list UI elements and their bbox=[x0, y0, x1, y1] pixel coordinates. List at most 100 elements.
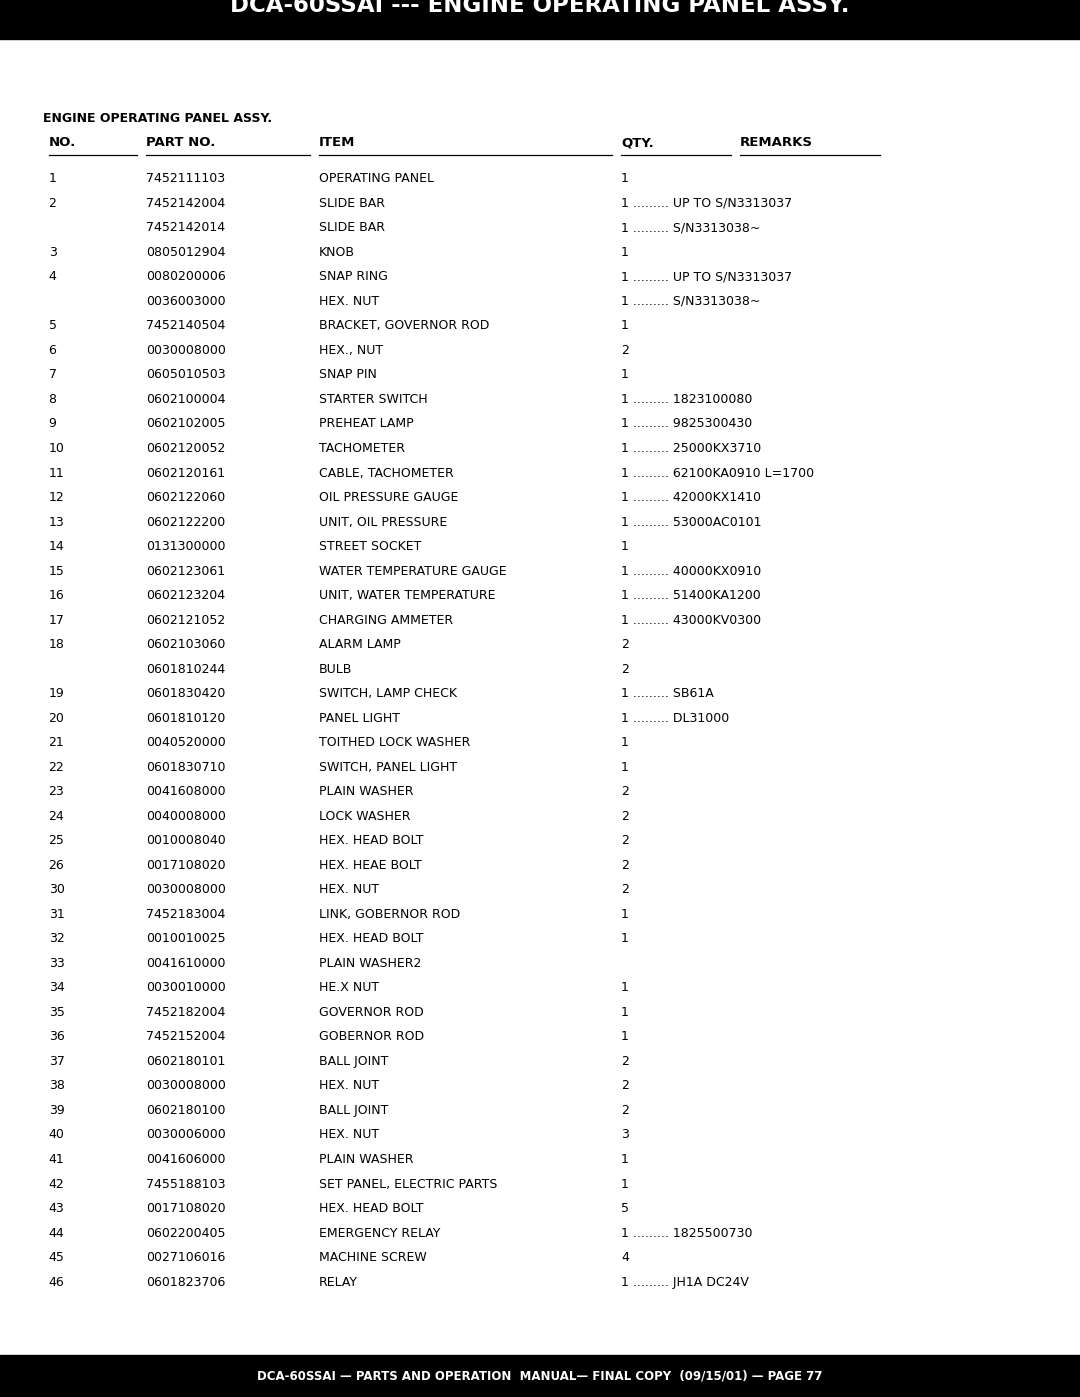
Text: 1: 1 bbox=[621, 932, 629, 946]
Text: 2: 2 bbox=[621, 785, 629, 798]
Text: 0602123204: 0602123204 bbox=[146, 590, 225, 602]
Text: 7452111103: 7452111103 bbox=[146, 172, 225, 186]
Text: 1 ......... 1825500730: 1 ......... 1825500730 bbox=[621, 1227, 753, 1239]
Text: 0030008000: 0030008000 bbox=[146, 883, 226, 897]
Text: 8: 8 bbox=[49, 393, 56, 407]
Text: SET PANEL, ELECTRIC PARTS: SET PANEL, ELECTRIC PARTS bbox=[319, 1178, 497, 1190]
Text: 36: 36 bbox=[49, 1031, 65, 1044]
Text: 1 ......... 51400KA1200: 1 ......... 51400KA1200 bbox=[621, 590, 760, 602]
Text: 42: 42 bbox=[49, 1178, 65, 1190]
Text: 2: 2 bbox=[621, 1104, 629, 1118]
Text: 1 ......... JH1A DC24V: 1 ......... JH1A DC24V bbox=[621, 1275, 748, 1288]
Text: 2: 2 bbox=[621, 344, 629, 358]
Text: 7452142014: 7452142014 bbox=[146, 221, 225, 235]
Text: 0030008000: 0030008000 bbox=[146, 344, 226, 358]
Text: 12: 12 bbox=[49, 490, 65, 504]
Text: 0602122060: 0602122060 bbox=[146, 490, 225, 504]
Text: OPERATING PANEL: OPERATING PANEL bbox=[319, 172, 433, 186]
Text: 7452142004: 7452142004 bbox=[146, 197, 225, 210]
Text: 19: 19 bbox=[49, 687, 65, 700]
Text: REMARKS: REMARKS bbox=[740, 137, 813, 149]
Text: 7: 7 bbox=[49, 369, 56, 381]
Text: KNOB: KNOB bbox=[319, 246, 354, 258]
Text: 1: 1 bbox=[621, 981, 629, 995]
Text: UNIT, OIL PRESSURE: UNIT, OIL PRESSURE bbox=[319, 515, 447, 528]
Text: 0602180101: 0602180101 bbox=[146, 1055, 225, 1067]
Text: 2: 2 bbox=[621, 1080, 629, 1092]
Text: 26: 26 bbox=[49, 859, 65, 872]
Text: 1: 1 bbox=[621, 908, 629, 921]
Text: 0602120161: 0602120161 bbox=[146, 467, 225, 479]
Text: 0017108020: 0017108020 bbox=[146, 859, 226, 872]
Text: 2: 2 bbox=[621, 638, 629, 651]
Text: 15: 15 bbox=[49, 564, 65, 577]
Text: 9: 9 bbox=[49, 418, 56, 430]
Text: 0030006000: 0030006000 bbox=[146, 1129, 226, 1141]
Text: PLAIN WASHER2: PLAIN WASHER2 bbox=[319, 957, 421, 970]
Text: 1 ......... 1823100080: 1 ......... 1823100080 bbox=[621, 393, 753, 407]
Text: 0041610000: 0041610000 bbox=[146, 957, 226, 970]
Text: EMERGENCY RELAY: EMERGENCY RELAY bbox=[319, 1227, 440, 1239]
Text: RELAY: RELAY bbox=[319, 1275, 357, 1288]
Text: TOITHED LOCK WASHER: TOITHED LOCK WASHER bbox=[319, 736, 470, 749]
Text: 32: 32 bbox=[49, 932, 65, 946]
Text: BULB: BULB bbox=[319, 662, 352, 676]
Text: 4: 4 bbox=[49, 271, 56, 284]
Text: 1: 1 bbox=[621, 1178, 629, 1190]
Text: 0602180100: 0602180100 bbox=[146, 1104, 226, 1118]
Text: PART NO.: PART NO. bbox=[146, 137, 215, 149]
Text: 35: 35 bbox=[49, 1006, 65, 1018]
Text: 0602102005: 0602102005 bbox=[146, 418, 226, 430]
Text: HEX., NUT: HEX., NUT bbox=[319, 344, 382, 358]
Text: 1: 1 bbox=[621, 1006, 629, 1018]
Text: 1 ......... 42000KX1410: 1 ......... 42000KX1410 bbox=[621, 490, 761, 504]
Text: 1: 1 bbox=[621, 320, 629, 332]
Text: HEX. HEAD BOLT: HEX. HEAD BOLT bbox=[319, 932, 423, 946]
Text: 40: 40 bbox=[49, 1129, 65, 1141]
Text: 2: 2 bbox=[621, 883, 629, 897]
Text: 2: 2 bbox=[621, 834, 629, 848]
Text: SNAP RING: SNAP RING bbox=[319, 271, 388, 284]
Text: 1 ......... SB61A: 1 ......... SB61A bbox=[621, 687, 714, 700]
Text: 2: 2 bbox=[621, 1055, 629, 1067]
Text: SWITCH, LAMP CHECK: SWITCH, LAMP CHECK bbox=[319, 687, 457, 700]
Text: BALL JOINT: BALL JOINT bbox=[319, 1104, 388, 1118]
Text: 45: 45 bbox=[49, 1252, 65, 1264]
Text: MACHINE SCREW: MACHINE SCREW bbox=[319, 1252, 427, 1264]
Text: 1: 1 bbox=[621, 541, 629, 553]
Text: 0131300000: 0131300000 bbox=[146, 541, 226, 553]
Text: 0605010503: 0605010503 bbox=[146, 369, 226, 381]
Text: CABLE, TACHOMETER: CABLE, TACHOMETER bbox=[319, 467, 454, 479]
Text: 1 ......... 43000KV0300: 1 ......... 43000KV0300 bbox=[621, 613, 761, 627]
Text: 7452152004: 7452152004 bbox=[146, 1031, 225, 1044]
Text: WATER TEMPERATURE GAUGE: WATER TEMPERATURE GAUGE bbox=[319, 564, 507, 577]
Text: 1: 1 bbox=[621, 1031, 629, 1044]
Text: OIL PRESSURE GAUGE: OIL PRESSURE GAUGE bbox=[319, 490, 458, 504]
Text: 31: 31 bbox=[49, 908, 65, 921]
Text: 0036003000: 0036003000 bbox=[146, 295, 226, 307]
Text: 7452183004: 7452183004 bbox=[146, 908, 225, 921]
Text: HEX. NUT: HEX. NUT bbox=[319, 883, 379, 897]
Text: 1: 1 bbox=[621, 761, 629, 774]
Text: BALL JOINT: BALL JOINT bbox=[319, 1055, 388, 1067]
Text: 1: 1 bbox=[49, 172, 56, 186]
Text: 0805012904: 0805012904 bbox=[146, 246, 226, 258]
Text: PREHEAT LAMP: PREHEAT LAMP bbox=[319, 418, 414, 430]
Text: QTY.: QTY. bbox=[621, 137, 653, 149]
Text: CHARGING AMMETER: CHARGING AMMETER bbox=[319, 613, 453, 627]
Text: 1 ......... 25000KX3710: 1 ......... 25000KX3710 bbox=[621, 441, 761, 455]
Text: 25: 25 bbox=[49, 834, 65, 848]
Text: 0602103060: 0602103060 bbox=[146, 638, 225, 651]
Text: 3: 3 bbox=[621, 1129, 629, 1141]
Text: 2: 2 bbox=[621, 662, 629, 676]
Text: 22: 22 bbox=[49, 761, 65, 774]
Text: SLIDE BAR: SLIDE BAR bbox=[319, 221, 384, 235]
Text: HEX. HEAE BOLT: HEX. HEAE BOLT bbox=[319, 859, 421, 872]
Text: PLAIN WASHER: PLAIN WASHER bbox=[319, 1153, 413, 1166]
Text: 0030008000: 0030008000 bbox=[146, 1080, 226, 1092]
Text: 0030010000: 0030010000 bbox=[146, 981, 226, 995]
Text: 0602100004: 0602100004 bbox=[146, 393, 226, 407]
Text: TACHOMETER: TACHOMETER bbox=[319, 441, 405, 455]
Text: 1 ......... 40000KX0910: 1 ......... 40000KX0910 bbox=[621, 564, 761, 577]
Text: 5: 5 bbox=[621, 1201, 629, 1215]
